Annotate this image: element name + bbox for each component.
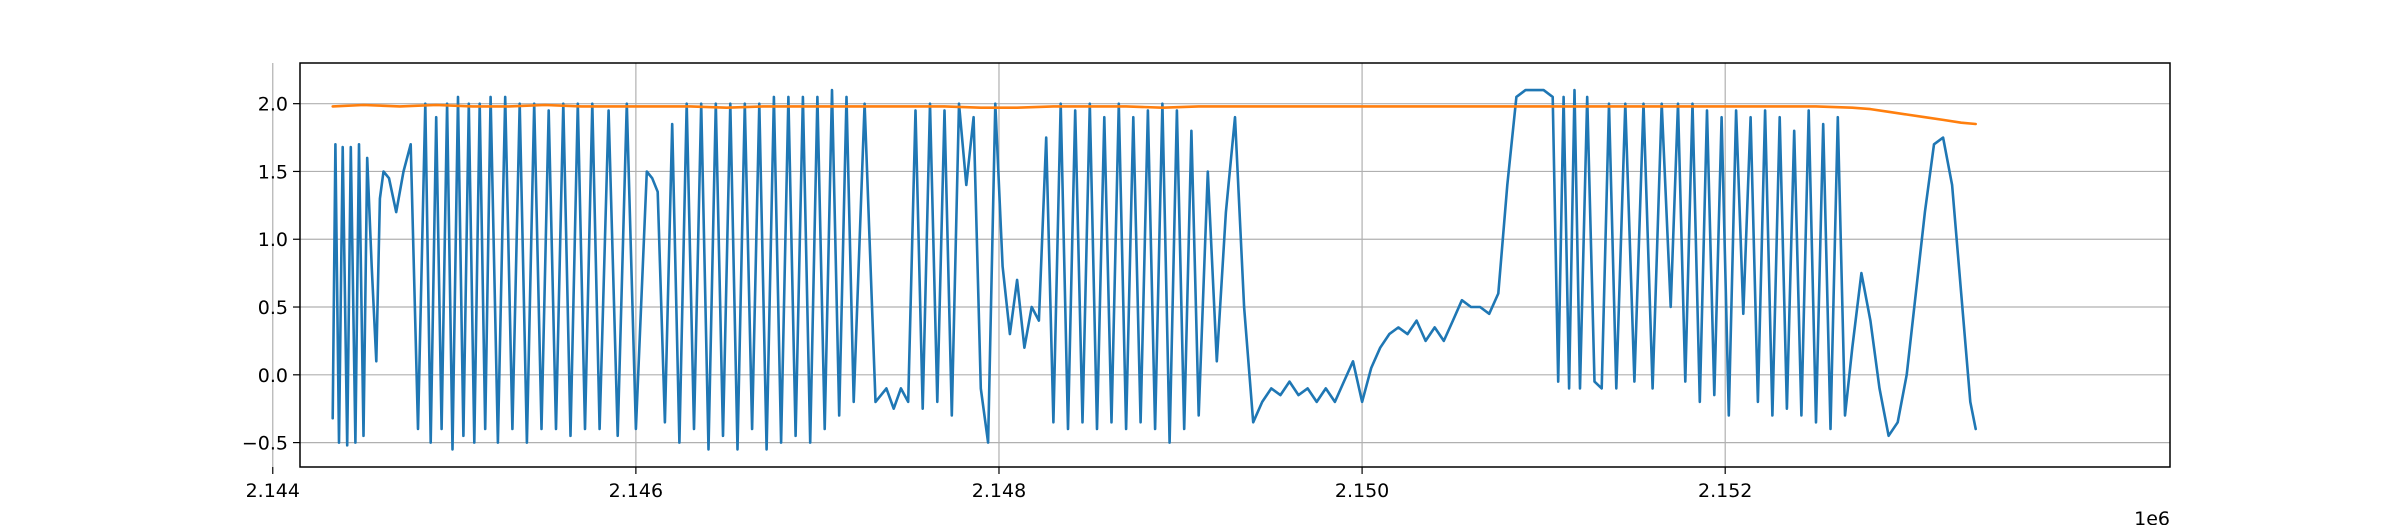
y-tick-label: −0.5 — [242, 433, 288, 455]
tick-layer: 2.144 2.146 2.148 2.150 2.152 −0.5 0.0 0.5 1.0 1.… — [242, 94, 1753, 502]
series-layer — [331, 88, 1977, 451]
x-offset-label: 1e6 — [2134, 508, 2170, 525]
x-tick-label: 2.150 — [1335, 480, 1389, 502]
series-line-2 — [331, 103, 1977, 126]
x-tick-label: 2.144 — [246, 480, 300, 502]
x-tick-label: 2.146 — [609, 480, 663, 502]
x-tick-label: 2.152 — [1698, 480, 1752, 502]
y-tick-label: 2.0 — [258, 94, 288, 116]
plot-frame — [299, 62, 2171, 468]
y-tick-label: 0.0 — [258, 365, 288, 387]
y-tick-label: 1.5 — [258, 161, 288, 183]
series-line-1 — [331, 88, 1977, 451]
x-tick-label: 2.148 — [972, 480, 1026, 502]
y-tick-label: 1.0 — [258, 229, 288, 251]
y-tick-label: 0.5 — [258, 297, 288, 319]
